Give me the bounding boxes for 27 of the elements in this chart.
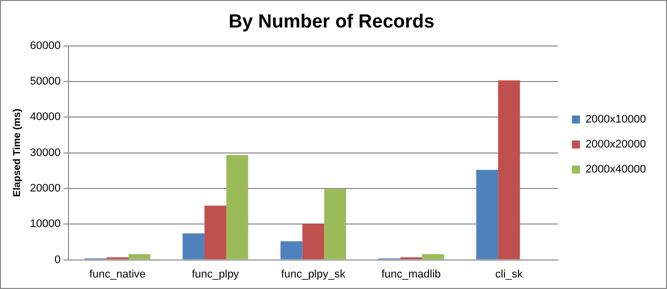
x-tick-label: func_native — [89, 268, 146, 280]
bar — [422, 254, 444, 260]
y-tick-label: 60000 — [30, 40, 61, 52]
legend-label: 2000x40000 — [585, 164, 646, 176]
y-tick-label: 40000 — [30, 111, 61, 124]
legend-label: 2000x20000 — [585, 138, 646, 151]
bar — [324, 189, 346, 260]
y-tick-label: 10000 — [30, 218, 61, 230]
x-tick-label: func_plpy — [192, 268, 240, 280]
bar — [182, 233, 204, 260]
y-tick-label: 50000 — [30, 76, 61, 88]
bar — [476, 170, 498, 260]
x-tick-label: func_madlib — [381, 268, 441, 280]
bar — [128, 254, 150, 260]
chart-title: By Number of Records — [228, 12, 434, 33]
x-tick-label: func_plpy_sk — [281, 268, 346, 280]
x-tick-label: cli_sk — [495, 268, 524, 280]
y-axis-title: Elapsed Time (ms) — [12, 108, 23, 197]
bar — [280, 241, 302, 260]
y-tick-label: 20000 — [30, 182, 61, 194]
legend-label: 2000x10000 — [585, 114, 646, 126]
bar — [226, 154, 248, 260]
y-tick-label: 0 — [54, 254, 61, 266]
bar — [302, 224, 324, 260]
bar — [204, 206, 226, 260]
y-tick-label: 30000 — [30, 146, 61, 159]
bar — [498, 80, 520, 260]
